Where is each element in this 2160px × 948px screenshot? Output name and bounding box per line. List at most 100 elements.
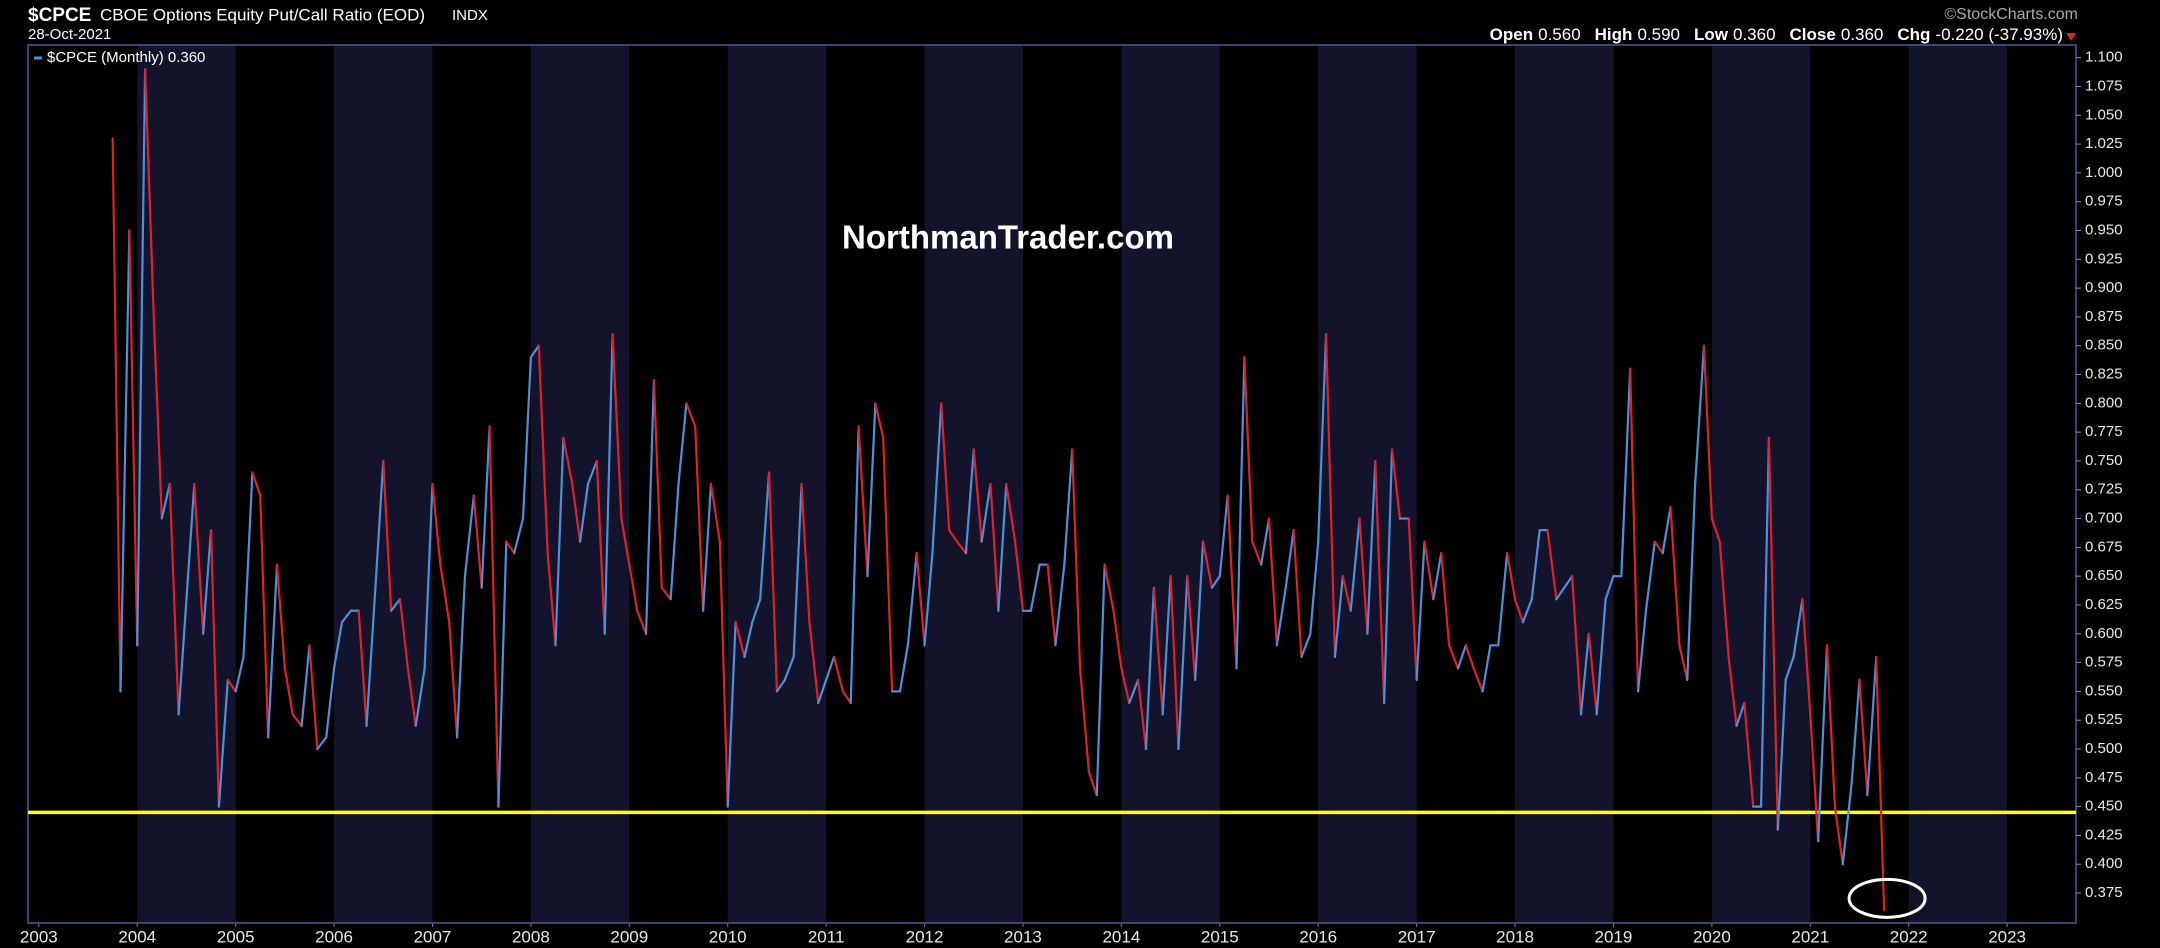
price-segment bbox=[1177, 575, 1189, 751]
price-segment bbox=[448, 621, 459, 739]
price-segment bbox=[866, 402, 877, 578]
price-segment bbox=[414, 667, 426, 728]
price-segment bbox=[759, 471, 771, 601]
y-tick-label: 0.375 bbox=[2085, 884, 2123, 901]
price-segment bbox=[1497, 552, 1509, 647]
price-segment bbox=[832, 655, 844, 693]
y-tick-label: 0.500 bbox=[2085, 740, 2123, 757]
y-tick-label: 0.700 bbox=[2085, 510, 2123, 527]
price-segment bbox=[1767, 436, 1779, 831]
price-segment bbox=[1801, 598, 1812, 716]
y-tick-label: 0.450 bbox=[2085, 798, 2123, 815]
price-segment bbox=[537, 344, 549, 555]
y-tick-label: 0.775 bbox=[2085, 423, 2123, 440]
y-tick-label: 0.925 bbox=[2085, 250, 2123, 267]
year-band bbox=[727, 45, 827, 923]
price-segment bbox=[571, 482, 582, 543]
price-segment bbox=[119, 229, 131, 693]
price-segment bbox=[455, 575, 467, 739]
price-segment bbox=[800, 482, 811, 624]
quote-value: -0.220 (-37.93%) bbox=[1935, 25, 2063, 44]
price-segment bbox=[734, 621, 746, 658]
price-segment bbox=[554, 436, 565, 647]
price-segment bbox=[636, 609, 648, 635]
x-tick-label: 2015 bbox=[1201, 927, 1239, 946]
year-band bbox=[1121, 45, 1220, 923]
quote-label: Close bbox=[1790, 25, 1836, 44]
price-segment bbox=[1423, 540, 1435, 601]
price-segment bbox=[611, 333, 623, 520]
price-segment bbox=[808, 621, 820, 705]
price-segment bbox=[202, 528, 213, 635]
price-segment bbox=[948, 528, 959, 543]
price-segment bbox=[497, 540, 508, 808]
price-segment bbox=[972, 448, 983, 543]
y-tick-label: 0.675 bbox=[2085, 538, 2123, 555]
price-segment bbox=[677, 402, 688, 486]
price-segment bbox=[1506, 552, 1517, 601]
x-tick-label: 2019 bbox=[1595, 927, 1633, 946]
price-segment bbox=[1275, 586, 1287, 647]
y-tick-label: 0.600 bbox=[2085, 625, 2123, 642]
price-segment bbox=[620, 517, 631, 566]
price-segment bbox=[1472, 667, 1484, 693]
price-segment bbox=[325, 667, 336, 739]
exchange: INDX bbox=[452, 7, 488, 24]
price-segment bbox=[1120, 667, 1131, 705]
price-segment bbox=[906, 552, 918, 647]
price-segment bbox=[1063, 448, 1074, 566]
price-segment bbox=[521, 356, 532, 520]
year-band bbox=[1515, 45, 1614, 923]
plot-area: 2003 2004 2005 2006 2007 2008 2009 2010 2011 2012… bbox=[20, 44, 2123, 946]
x-tick-label: 2018 bbox=[1496, 927, 1534, 946]
price-segment bbox=[1407, 517, 1418, 681]
symbol: $CPCE bbox=[28, 5, 91, 26]
price-segment bbox=[874, 402, 885, 440]
price-segment bbox=[1759, 436, 1771, 808]
y-tick-label: 0.850 bbox=[2085, 337, 2123, 354]
price-segment bbox=[940, 402, 951, 532]
price-segment bbox=[1792, 598, 1804, 658]
price-segment bbox=[1587, 632, 1598, 716]
price-segment bbox=[1235, 356, 1246, 670]
year-band bbox=[1318, 45, 1417, 923]
price-segment bbox=[259, 494, 270, 739]
price-segment bbox=[1727, 655, 1738, 728]
price-segment bbox=[308, 644, 319, 751]
price-segment bbox=[1809, 713, 1820, 843]
price-segment bbox=[1218, 494, 1229, 578]
x-tick-label: 2008 bbox=[512, 927, 550, 946]
price-segment bbox=[1415, 540, 1426, 681]
price-segment bbox=[1292, 528, 1303, 658]
price-segment bbox=[1383, 448, 1394, 705]
x-tick-label: 2004 bbox=[118, 927, 156, 946]
price-segment bbox=[1374, 459, 1386, 705]
price-segment bbox=[217, 678, 229, 808]
price-segment bbox=[1686, 482, 1697, 681]
quote-label: Open bbox=[1490, 25, 1533, 44]
y-tick-label: 0.650 bbox=[2085, 567, 2123, 584]
price-segment bbox=[775, 678, 786, 693]
price-segment bbox=[340, 609, 352, 624]
price-segment bbox=[488, 425, 500, 808]
price-segment bbox=[1710, 517, 1721, 543]
price-segment bbox=[1735, 701, 1746, 728]
price-segment bbox=[1784, 655, 1795, 681]
price-segment bbox=[291, 713, 303, 728]
price-segment bbox=[825, 655, 836, 681]
price-segment bbox=[1243, 356, 1254, 543]
y-tick-label: 0.975 bbox=[2085, 193, 2123, 210]
price-segment bbox=[1078, 667, 1091, 774]
price-segment bbox=[136, 68, 147, 647]
price-segment bbox=[685, 402, 697, 428]
x-tick-label: 2020 bbox=[1693, 927, 1731, 946]
price-segment bbox=[406, 667, 417, 728]
price-segment bbox=[882, 436, 894, 693]
x-tick-label: 2009 bbox=[610, 927, 648, 946]
x-tick-label: 2012 bbox=[906, 927, 944, 946]
price-segment bbox=[365, 586, 377, 728]
price-segment bbox=[751, 598, 762, 624]
price-segment bbox=[128, 229, 139, 647]
price-segment bbox=[160, 482, 171, 520]
